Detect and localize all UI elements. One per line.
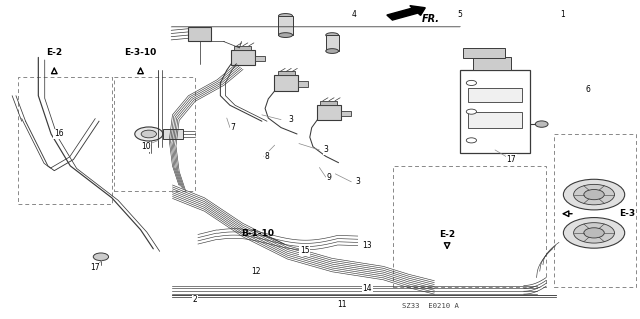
Circle shape (467, 138, 477, 143)
Text: SZ33  E0210 A: SZ33 E0210 A (403, 303, 460, 309)
Bar (393, 166, 546, 287)
Circle shape (584, 228, 604, 238)
Text: 9: 9 (326, 173, 332, 182)
Circle shape (135, 127, 163, 141)
Text: 14: 14 (362, 284, 372, 293)
Ellipse shape (326, 33, 339, 37)
Bar (230, 50, 255, 65)
Bar (274, 75, 298, 91)
Circle shape (141, 130, 157, 138)
Bar (278, 71, 294, 75)
Bar (326, 35, 339, 51)
Text: 10: 10 (141, 142, 150, 151)
Bar (298, 81, 308, 87)
Bar (188, 27, 211, 41)
Bar (468, 112, 522, 128)
Text: 2: 2 (193, 295, 197, 304)
Text: 3: 3 (355, 177, 360, 186)
Bar (278, 16, 292, 35)
Text: 11: 11 (337, 300, 346, 309)
Circle shape (467, 80, 477, 85)
Bar (460, 70, 530, 153)
Text: FR.: FR. (422, 14, 440, 24)
Circle shape (93, 253, 109, 261)
Bar (114, 77, 195, 191)
Bar (341, 111, 351, 116)
Text: 15: 15 (300, 246, 310, 255)
Circle shape (573, 184, 614, 205)
Text: E-3-10: E-3-10 (124, 48, 157, 57)
Text: 7: 7 (230, 123, 236, 132)
Text: 3: 3 (323, 145, 328, 154)
Text: B-1-10: B-1-10 (241, 229, 275, 238)
Bar (463, 48, 505, 58)
Bar (554, 134, 636, 287)
Text: E-3: E-3 (620, 209, 636, 218)
Circle shape (573, 223, 614, 243)
Bar (317, 105, 341, 120)
Text: 8: 8 (264, 152, 269, 161)
Text: 17: 17 (506, 155, 516, 164)
Bar (468, 88, 522, 102)
Text: E-2: E-2 (46, 48, 62, 57)
Text: 5: 5 (458, 10, 462, 19)
Circle shape (467, 109, 477, 114)
Text: 1: 1 (560, 10, 564, 19)
Text: E-2: E-2 (439, 230, 455, 239)
Bar (163, 129, 183, 139)
Circle shape (535, 121, 548, 127)
Text: 3: 3 (288, 115, 293, 124)
Ellipse shape (326, 49, 339, 54)
Bar (473, 57, 511, 70)
Text: 4: 4 (352, 10, 357, 19)
Ellipse shape (278, 14, 292, 18)
Text: 17: 17 (90, 263, 99, 272)
Bar (18, 77, 112, 204)
Text: 12: 12 (251, 267, 260, 276)
Circle shape (563, 179, 625, 210)
Text: 6: 6 (585, 85, 590, 94)
Bar (321, 101, 337, 105)
Text: 16: 16 (54, 130, 63, 138)
Ellipse shape (278, 33, 292, 37)
Bar (234, 46, 252, 50)
FancyArrow shape (387, 6, 425, 20)
Circle shape (563, 218, 625, 248)
Bar (255, 56, 264, 61)
Text: 13: 13 (362, 241, 372, 250)
Circle shape (584, 189, 604, 200)
